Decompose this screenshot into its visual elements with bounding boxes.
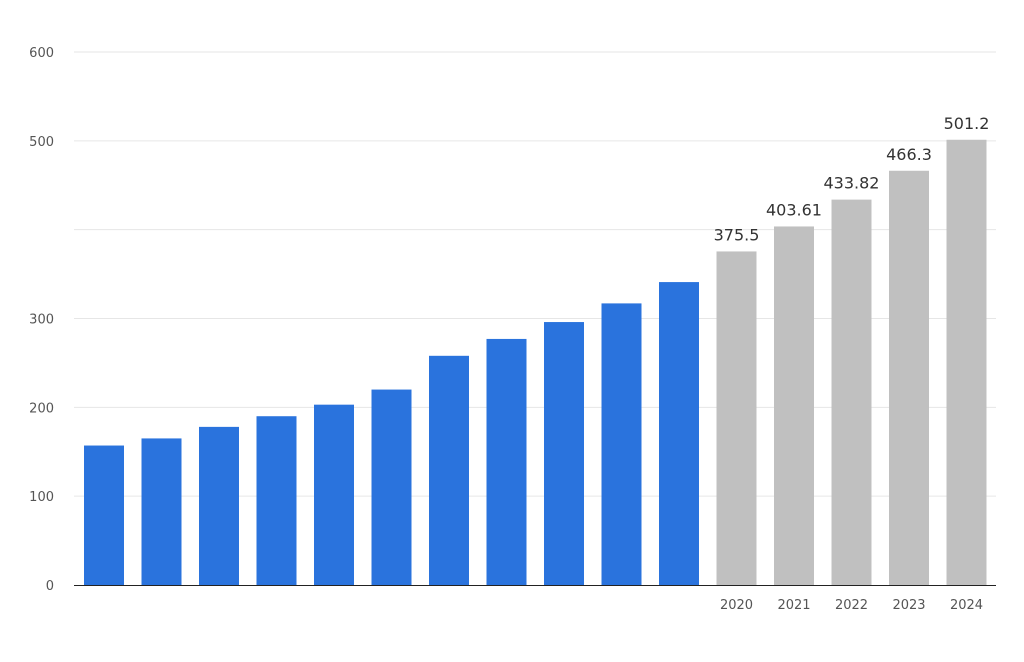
bar xyxy=(716,251,757,585)
y-tick-label: 0 xyxy=(46,579,54,594)
data-label: 466.3 xyxy=(886,145,932,164)
bar xyxy=(601,303,642,585)
x-tick-label: 2021 xyxy=(777,598,810,613)
data-label: 501.2 xyxy=(944,114,990,133)
bar xyxy=(774,226,814,585)
bar xyxy=(831,199,872,585)
y-tick-label: 300 xyxy=(29,313,54,328)
data-label: 375.5 xyxy=(714,225,760,244)
bar xyxy=(84,445,124,585)
x-tick-label: 2023 xyxy=(892,598,925,613)
y-tick-label: 500 xyxy=(29,135,54,150)
y-tick-label: 100 xyxy=(29,490,54,505)
bar xyxy=(314,404,354,585)
data-label: 433.82 xyxy=(824,174,880,193)
x-tick-label: 2024 xyxy=(950,598,983,613)
y-axis-tick-labels: 0 100 200 300 500 600 xyxy=(29,46,54,594)
bars xyxy=(84,139,987,585)
y-tick-label: 600 xyxy=(29,46,54,61)
bar xyxy=(544,322,584,585)
data-label: 403.61 xyxy=(766,200,822,219)
bar xyxy=(199,426,239,585)
bar xyxy=(946,139,987,585)
bar xyxy=(659,282,699,585)
bar xyxy=(256,416,297,585)
bar xyxy=(486,338,527,585)
x-tick-label: 2022 xyxy=(835,598,868,613)
bar xyxy=(141,438,182,585)
y-tick-label: 200 xyxy=(29,401,54,416)
bar xyxy=(429,355,469,585)
x-tick-label: 2020 xyxy=(720,598,753,613)
bar xyxy=(889,170,929,585)
x-axis-tick-labels: 2020 2021 2022 2023 2024 xyxy=(720,598,983,613)
bar xyxy=(371,389,412,585)
